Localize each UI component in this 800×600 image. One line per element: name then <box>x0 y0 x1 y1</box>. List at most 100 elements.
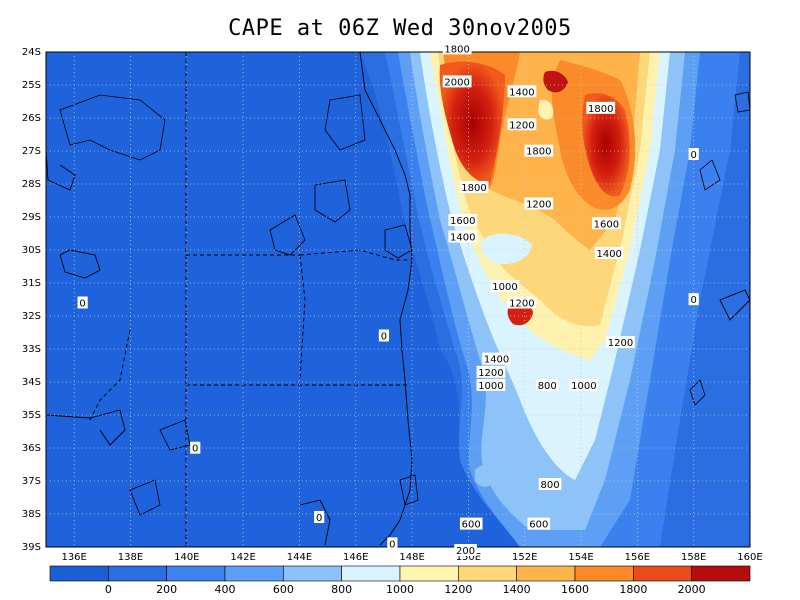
coastline <box>46 52 750 546</box>
colorbar-swatch <box>49 565 109 582</box>
x-tick-label: 144E <box>287 552 312 563</box>
svg-text:1200: 1200 <box>608 338 633 349</box>
svg-text:1200: 1200 <box>509 299 534 310</box>
svg-text:800: 800 <box>538 381 557 392</box>
svg-text:0: 0 <box>192 444 198 455</box>
x-tick-label: 152E <box>512 552 537 563</box>
contour-label: 1400 <box>507 85 537 98</box>
contour-label: 1600 <box>591 217 621 230</box>
svg-text:1800: 1800 <box>526 147 551 158</box>
contour-label: 600 <box>459 517 483 531</box>
svg-text:1200: 1200 <box>509 120 534 131</box>
contour-label: 1200 <box>507 118 537 131</box>
x-tick-label: 140E <box>174 552 199 563</box>
colorbar-swatch <box>458 565 517 582</box>
svg-text:1600: 1600 <box>450 216 475 227</box>
svg-text:1600: 1600 <box>594 219 619 230</box>
colorbar-swatch <box>399 565 459 582</box>
contour-label: 0 <box>378 329 390 343</box>
contour-label: 1000 <box>569 379 599 392</box>
colorbar-swatch <box>516 565 576 582</box>
colorbar-swatch <box>108 565 167 582</box>
y-tick-label: 27S <box>22 146 41 157</box>
colorbar-swatch <box>691 565 751 582</box>
colorbar-label: 2000 <box>678 583 706 596</box>
colorbar-swatch <box>574 565 634 582</box>
svg-text:200: 200 <box>456 546 475 557</box>
x-tick-label: 148E <box>399 552 424 563</box>
chart-title: CAPE at 06Z Wed 30nov2005 <box>228 16 572 41</box>
svg-text:800: 800 <box>541 480 560 491</box>
svg-text:1800: 1800 <box>588 104 613 115</box>
contour-label: 1600 <box>448 214 478 227</box>
state-borders <box>89 52 412 547</box>
colorbar-label: 1200 <box>444 583 472 596</box>
y-tick-label: 34S <box>22 377 41 388</box>
x-tick-label: 136E <box>61 552 86 563</box>
svg-text:0: 0 <box>79 299 85 310</box>
contour-label: 0 <box>77 296 88 310</box>
contour-label: 1000 <box>476 379 506 392</box>
svg-text:2000: 2000 <box>444 77 469 88</box>
y-tick-label: 38S <box>22 509 41 520</box>
contour-label: 800 <box>535 379 559 392</box>
svg-text:1000: 1000 <box>478 381 503 392</box>
contour-label: 1400 <box>594 247 624 260</box>
contour-label: 0 <box>688 293 699 306</box>
contour-label: 0 <box>314 511 325 524</box>
colorbar: 0 200 400 600 800 1000 1200 1400 1600 1800 2000 <box>49 565 751 596</box>
contour-label: 1800 <box>524 144 554 158</box>
y-tick-label: 25S <box>22 80 41 91</box>
y-tick-label: 36S <box>22 443 41 454</box>
colorbar-label: 1600 <box>561 583 589 596</box>
colorbar-label: 1800 <box>619 583 647 596</box>
contour-label: 0 <box>387 537 398 550</box>
contour-label: 200 <box>454 544 477 557</box>
x-tick-label: 160E <box>737 552 762 563</box>
svg-text:1800: 1800 <box>444 44 469 55</box>
y-tick-label: 26S <box>22 113 41 124</box>
svg-text:0: 0 <box>690 295 696 306</box>
colorbar-swatch <box>633 565 692 582</box>
x-tick-label: 146E <box>343 552 368 563</box>
svg-text:600: 600 <box>529 520 548 531</box>
svg-text:0: 0 <box>389 539 395 550</box>
colorbar-swatch <box>166 565 226 582</box>
contour-label: 2000 <box>442 75 472 88</box>
x-tick-label: 150E <box>456 552 481 563</box>
svg-text:600: 600 <box>462 520 481 531</box>
x-tick-label: 158E <box>681 552 706 563</box>
pocket-light-1 <box>480 233 532 265</box>
svg-text:0: 0 <box>381 332 387 343</box>
contour-label: 1200 <box>606 336 635 349</box>
x-tick-label: 156E <box>625 552 650 563</box>
y-axis: 24S 25S 26S 27S 28S 29S 30S 31S 32S 33S 34S 35S 36S 3… <box>22 47 41 553</box>
svg-text:1000: 1000 <box>492 282 517 293</box>
y-tick-label: 24S <box>22 47 41 58</box>
x-tick-label: 138E <box>118 552 143 563</box>
contour-label: 600 <box>527 517 551 531</box>
colorbar-label: 600 <box>273 583 294 596</box>
hotspot-west <box>439 61 505 185</box>
svg-text:1200: 1200 <box>478 368 503 379</box>
contour-label: 1800 <box>586 101 616 115</box>
plot-area <box>46 52 750 547</box>
plot-border <box>45 51 751 548</box>
contour-label: 0 <box>688 148 699 161</box>
y-tick-label: 37S <box>22 476 41 487</box>
svg-text:1400: 1400 <box>596 249 621 260</box>
contour-label: 1200 <box>476 365 506 379</box>
svg-text:0: 0 <box>690 150 696 161</box>
colorbar-label: 200 <box>156 583 177 596</box>
x-tick-label: 142E <box>230 552 255 563</box>
hotspot-east <box>582 93 630 197</box>
contour-label: 1000 <box>490 280 520 293</box>
pocket-light-2 <box>538 99 554 120</box>
colorbar-label: 400 <box>215 583 236 596</box>
y-tick-label: 33S <box>22 344 41 355</box>
y-tick-label: 30S <box>22 245 41 256</box>
y-tick-label: 32S <box>22 311 41 322</box>
svg-text:0: 0 <box>316 513 322 524</box>
